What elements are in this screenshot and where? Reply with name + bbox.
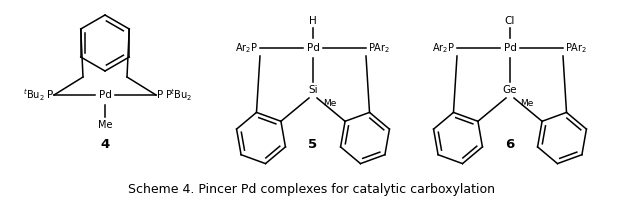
Text: H: H xyxy=(309,16,317,26)
Text: Me: Me xyxy=(323,99,336,109)
Text: 4: 4 xyxy=(101,139,109,151)
Text: Si: Si xyxy=(308,85,318,95)
Text: P: P xyxy=(157,90,163,100)
Text: Pd: Pd xyxy=(307,43,319,53)
Text: Pd: Pd xyxy=(99,90,111,100)
Text: P$^t$Bu$_2$: P$^t$Bu$_2$ xyxy=(165,87,192,103)
Text: Ar$_2$P: Ar$_2$P xyxy=(432,41,455,55)
Text: Scheme 4. Pincer Pd complexes for catalytic carboxylation: Scheme 4. Pincer Pd complexes for cataly… xyxy=(129,183,496,197)
Text: Cl: Cl xyxy=(505,16,515,26)
Text: $^t$Bu$_2$: $^t$Bu$_2$ xyxy=(23,87,45,103)
Text: 6: 6 xyxy=(506,139,514,151)
Text: Ge: Ge xyxy=(503,85,518,95)
Text: PAr$_2$: PAr$_2$ xyxy=(565,41,588,55)
Text: PAr$_2$: PAr$_2$ xyxy=(368,41,390,55)
Text: P: P xyxy=(47,90,53,100)
Text: Me: Me xyxy=(98,120,112,130)
Text: 5: 5 xyxy=(309,139,318,151)
Text: Ar$_2$P: Ar$_2$P xyxy=(235,41,258,55)
Text: Me: Me xyxy=(520,99,533,109)
Text: Pd: Pd xyxy=(504,43,516,53)
